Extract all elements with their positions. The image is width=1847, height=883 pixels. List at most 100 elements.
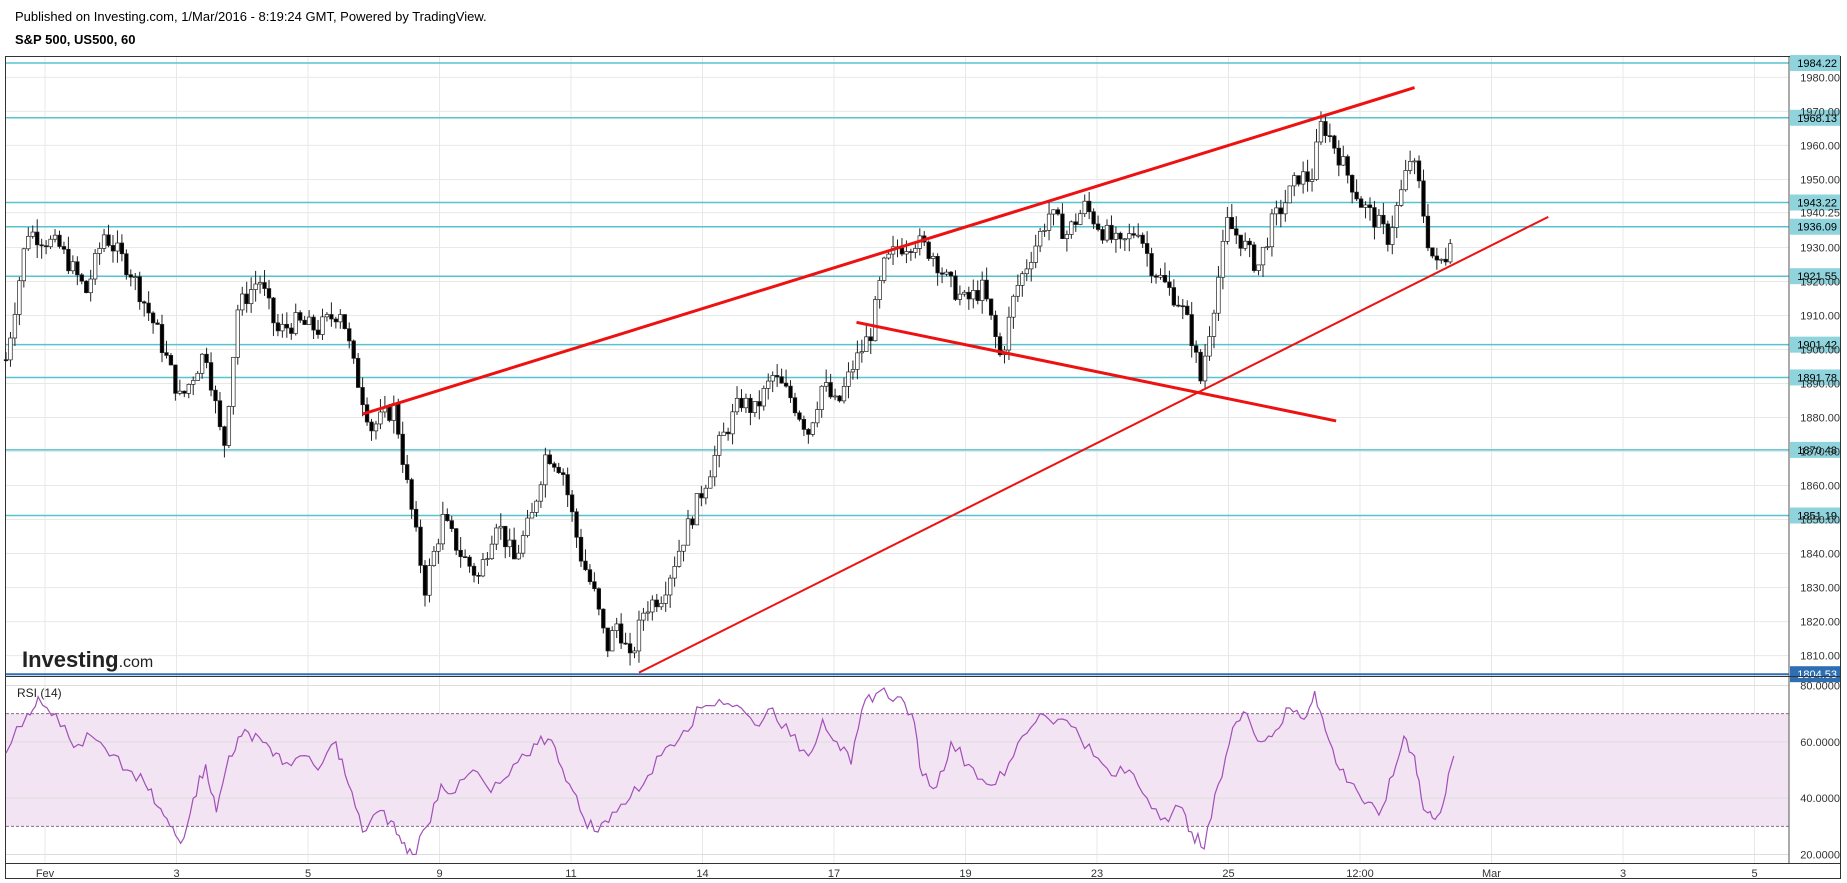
candle-body (610, 630, 615, 652)
level-label-box (1790, 441, 1840, 458)
candle-body (1176, 304, 1181, 307)
candle-body (503, 525, 508, 548)
candle-body (427, 565, 432, 596)
candle-body (1260, 246, 1266, 266)
candle-body (1430, 247, 1435, 257)
candle-body (43, 245, 49, 248)
candle-body (948, 271, 954, 277)
price-tick-label: 1950.00 (1800, 174, 1840, 186)
candle-body (605, 627, 610, 652)
candle-body (333, 318, 339, 323)
candle-body (730, 411, 735, 435)
candle-body (708, 476, 713, 489)
candle-body (494, 527, 499, 545)
candle-body (1194, 345, 1199, 353)
x-tick-label: 5 (1751, 868, 1757, 880)
candle-body (1153, 275, 1159, 278)
logo-suffix: .com (119, 654, 154, 671)
candle-body (1367, 204, 1373, 208)
price-tick-label: 1870.00 (1800, 447, 1840, 459)
publish-info: Published on Investing.com, 1/Mar/2016 -… (15, 9, 487, 24)
candle-body (1046, 213, 1052, 231)
candle-body (850, 369, 856, 373)
candle-body (400, 433, 405, 465)
candle-body (235, 309, 240, 358)
candle-body (199, 353, 205, 374)
candle-body (1305, 171, 1310, 182)
candle-body (1216, 276, 1221, 314)
rsi-tick-label: 60.0000 (1800, 737, 1840, 749)
x-tick-label: 14 (696, 868, 708, 880)
candle-body (471, 565, 477, 576)
candle-body (984, 279, 989, 300)
candle-body (1095, 223, 1101, 230)
candle-body (931, 255, 936, 259)
candle-body (953, 275, 958, 300)
candle-body (1087, 200, 1092, 213)
candle-body (1283, 202, 1288, 215)
candle-body (957, 293, 963, 300)
candle-body (997, 336, 1003, 356)
candle-body (244, 293, 249, 305)
candle-body (1033, 245, 1038, 263)
candle-body (445, 514, 450, 521)
rsi-label: RSI (14) (17, 686, 62, 700)
candle-body (614, 623, 619, 631)
candle-body (525, 517, 530, 536)
candle-body (975, 290, 980, 301)
symbol-title: S&P 500, US500, 60 (15, 32, 136, 47)
candles (3, 111, 1453, 666)
candle-body (226, 406, 232, 446)
candle-body (57, 234, 62, 247)
candle-body (1211, 312, 1217, 337)
candle-body (993, 314, 998, 337)
candle-body (1269, 213, 1275, 248)
candle-body (1287, 185, 1292, 204)
price-tick-label: 1830.00 (1800, 583, 1840, 595)
candle-body (1327, 135, 1333, 137)
candle-body (618, 623, 624, 644)
investing-logo: Investing.com (22, 647, 153, 672)
candle-body (351, 340, 356, 359)
candle-body (1448, 243, 1453, 263)
candle-body (293, 312, 298, 334)
price-tick-label: 1810.00 (1800, 651, 1840, 663)
candle-body (298, 312, 303, 321)
candle-body (8, 337, 13, 361)
candle-body (565, 474, 570, 496)
candle-body (520, 535, 526, 554)
candle-body (770, 375, 775, 382)
trendlines (362, 86, 1549, 674)
candle-body (690, 518, 695, 526)
candle-body (783, 382, 789, 387)
candle-body (1011, 295, 1016, 318)
candle-body (150, 312, 156, 324)
candle-body (1162, 274, 1168, 283)
candle-body (556, 466, 561, 474)
candle-body (583, 560, 588, 571)
x-tick-label: 19 (959, 868, 971, 880)
candle-body (373, 423, 379, 432)
candle-body (1243, 240, 1248, 249)
candle-body (360, 387, 365, 406)
level-label: 1936.09 (1797, 222, 1837, 234)
candle-body (1136, 234, 1141, 237)
candle-body (1363, 204, 1368, 208)
candle-body (186, 384, 191, 394)
candle-body (1113, 232, 1119, 240)
candle-body (1381, 214, 1386, 225)
candle-body (329, 314, 334, 320)
candle-body (1220, 240, 1226, 278)
candle-body (659, 603, 664, 608)
candle-body (601, 608, 606, 629)
candle-body (694, 493, 700, 526)
candle-body (1118, 232, 1123, 240)
candle-body (1265, 246, 1270, 249)
level-label: 1851.19 (1797, 511, 1837, 523)
candle-body (75, 261, 80, 276)
candle-body (1180, 305, 1185, 308)
level-label: 1901.42 (1797, 340, 1837, 352)
candle-body (462, 556, 468, 559)
candle-body (454, 528, 459, 551)
